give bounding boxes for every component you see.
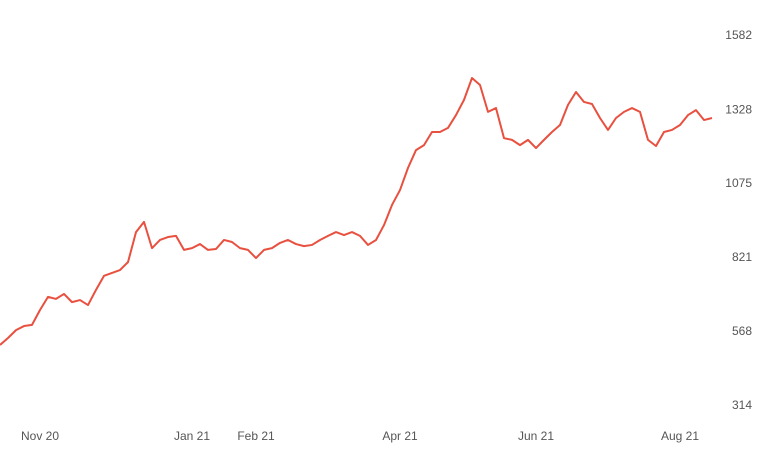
- y-tick-label: 1075: [725, 176, 752, 190]
- y-tick-label: 1328: [725, 102, 752, 116]
- y-tick-label: 1582: [725, 28, 752, 42]
- x-tick-label: Nov 20: [21, 429, 59, 443]
- x-tick-label: Apr 21: [382, 429, 418, 443]
- x-tick-label: Feb 21: [237, 429, 275, 443]
- price-line: [0, 77, 713, 346]
- y-tick-label: 568: [732, 324, 752, 338]
- x-tick-label: Aug 21: [661, 429, 699, 443]
- x-tick-label: Jan 21: [174, 429, 210, 443]
- y-tick-label: 821: [732, 250, 752, 264]
- x-tick-label: Jun 21: [518, 429, 554, 443]
- y-tick-label: 314: [732, 398, 752, 412]
